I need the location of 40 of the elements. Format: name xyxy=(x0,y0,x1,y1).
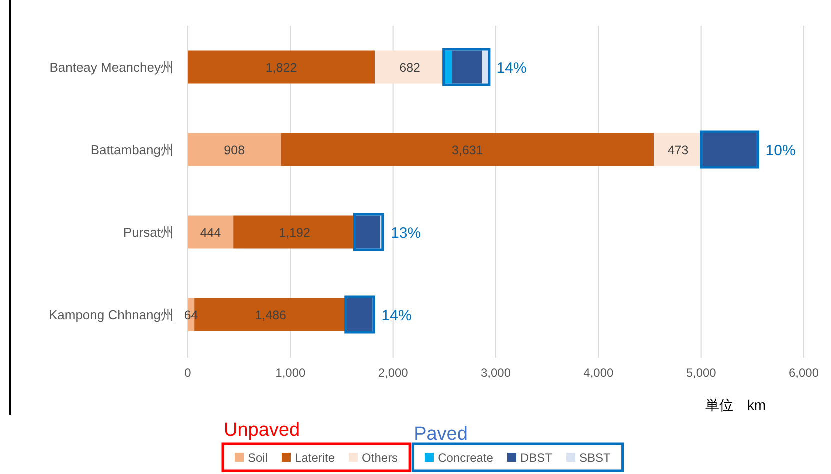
bar xyxy=(234,216,356,249)
legend-label: Laterite xyxy=(295,451,336,465)
legend-label: Concreate xyxy=(438,451,494,465)
y-tick-label: Kampong Chhnang州 xyxy=(48,307,174,322)
x-tick-label: 4,000 xyxy=(584,366,614,380)
bar xyxy=(445,50,452,84)
bar xyxy=(482,50,488,84)
legend-label: DBST xyxy=(520,451,554,465)
data-label: 444 xyxy=(200,226,222,240)
bar xyxy=(281,133,654,166)
data-label: 3,631 xyxy=(452,143,484,158)
y-tick-label: Pursat州 xyxy=(123,224,174,240)
x-tick-label: 6,000 xyxy=(788,366,820,380)
data-label: 1,192 xyxy=(279,226,310,240)
y-tick-label: Banteay Meanchey州 xyxy=(50,60,174,75)
annotation: 14% xyxy=(382,307,412,324)
data-label: 908 xyxy=(224,143,246,158)
legend-label: Others xyxy=(362,451,398,465)
y-tick-label: Battambang州 xyxy=(90,142,174,158)
annotation: 14% xyxy=(496,60,527,77)
x-tick-label: 2,000 xyxy=(378,366,409,380)
data-label: 473 xyxy=(668,143,689,158)
bar xyxy=(188,133,282,166)
bar xyxy=(452,50,482,84)
x-tick-label: 3,000 xyxy=(480,366,512,380)
annotation: 13% xyxy=(391,224,422,242)
x-tick-label: 0 xyxy=(184,366,192,380)
legend-label: Soil xyxy=(248,451,268,465)
x-tick-label: 5,000 xyxy=(686,366,717,380)
data-label: 1,486 xyxy=(255,308,287,322)
legend-label: SBST xyxy=(579,451,612,465)
text: Paved xyxy=(414,424,468,445)
text: Unpaved xyxy=(224,420,300,441)
data-label: 1,822 xyxy=(266,60,298,75)
data-label: 682 xyxy=(400,60,421,75)
bar xyxy=(188,216,234,249)
x-tick-label: 1,000 xyxy=(276,366,306,380)
annotation: 10% xyxy=(766,142,796,160)
x-axis-title: 単位 km xyxy=(705,397,766,413)
bar xyxy=(188,50,376,84)
